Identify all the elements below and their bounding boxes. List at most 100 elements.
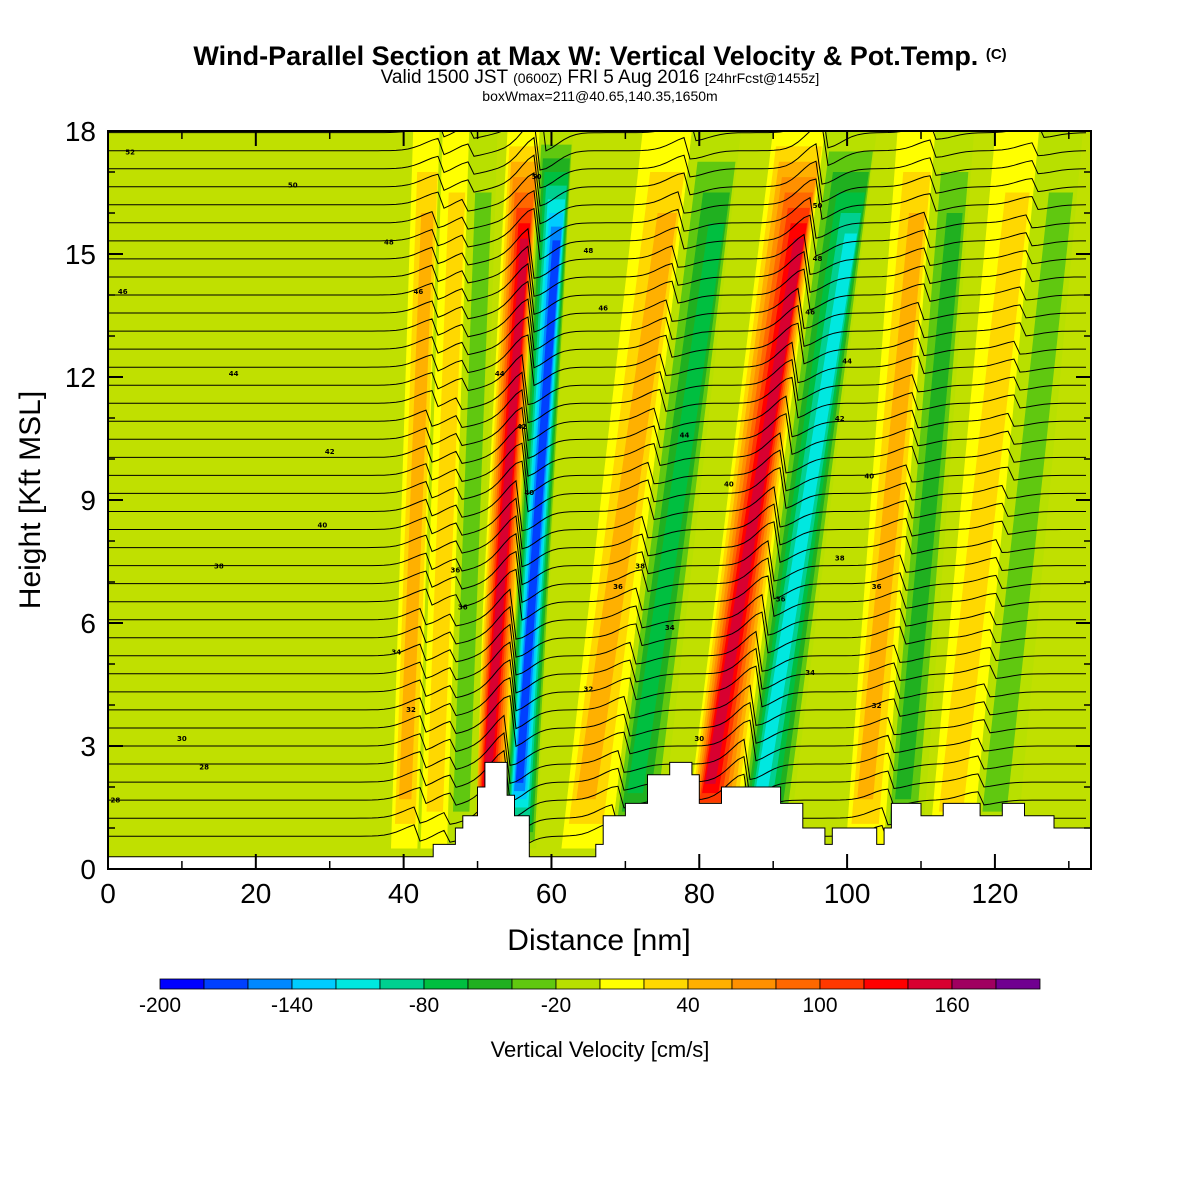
velocity-contour-fill	[982, 192, 1074, 812]
theta-contour-line	[108, 677, 1086, 730]
x-tick-label: 120	[972, 878, 1019, 909]
velocity-contour-fill	[895, 213, 963, 800]
theta-contour-label: 46	[118, 288, 128, 296]
colorbar-swatch	[555, 978, 601, 990]
theta-contour-label: 28	[111, 796, 121, 804]
colorbar-swatch	[599, 978, 645, 990]
theta-contour-line	[108, 732, 1086, 785]
theta-contour-label: 50	[532, 173, 542, 181]
theta-contour-line	[108, 406, 1086, 460]
theta-contour-label: 44	[495, 370, 505, 378]
utc-time: (0600Z)	[513, 70, 563, 86]
colorbar-tick-label: -80	[409, 994, 439, 1017]
theta-contour-line	[108, 334, 1086, 387]
velocity-contour-fill	[857, 213, 925, 800]
theta-contour-label: 28	[199, 764, 209, 772]
theta-contour-line	[108, 568, 1086, 621]
y-tick-label: 12	[65, 362, 96, 393]
theta-contour-label: 40	[724, 481, 734, 489]
theta-contour-label: 44	[842, 358, 852, 366]
colorbar-swatch	[247, 978, 293, 990]
theta-contour-line	[108, 189, 1086, 243]
theta-contour-line	[108, 641, 1086, 694]
x-tick-label: 100	[824, 878, 871, 909]
theta-contour-line	[108, 694, 1086, 748]
y-tick-label: 6	[80, 608, 96, 639]
terrain-profile	[108, 761, 1091, 869]
velocity-contour-fill	[705, 238, 805, 784]
theta-contour-label: 46	[598, 304, 608, 312]
theta-contour-label: 36	[872, 583, 882, 591]
theta-contour-label: 36	[451, 567, 461, 575]
theta-contour-line	[108, 659, 1086, 712]
theta-contour-label: 30	[694, 735, 704, 743]
theta-contour-label: 34	[805, 669, 815, 677]
theta-contour-label: 36	[776, 595, 786, 603]
theta-contour-line	[108, 749, 1086, 802]
theta-contour-line	[108, 388, 1086, 442]
x-tick-label: 20	[240, 878, 271, 909]
theta-contour-label: 48	[813, 255, 823, 263]
theta-contour-line	[108, 172, 1087, 225]
theta-contour-line	[108, 280, 1087, 333]
theta-contour-line	[108, 316, 1086, 369]
theta-contour-line	[108, 497, 1086, 550]
velocity-contour-fill	[627, 223, 725, 794]
theta-contour-line	[108, 262, 1086, 315]
x-tick-label: 60	[536, 878, 567, 909]
valid-time: Valid 1500 JST	[380, 67, 508, 88]
theta-contour-label: 38	[835, 554, 845, 562]
theta-contour-line	[108, 424, 1086, 477]
valid-date: FRI 5 Aug 2016	[567, 67, 700, 88]
theta-contour-label: 32	[406, 706, 416, 714]
colorbar-swatch	[423, 978, 469, 990]
terrain	[108, 761, 1091, 869]
theta-contour-label: 50	[288, 181, 298, 189]
theta-contour-line	[108, 131, 1087, 171]
theta-contour-line	[108, 136, 1087, 189]
colorbar-tick-label: 100	[802, 994, 837, 1017]
colorbar-swatch	[467, 978, 513, 990]
theta-contour-label: 50	[813, 202, 823, 210]
theta-contour-label: 42	[835, 415, 845, 423]
colorbar-swatch	[291, 978, 337, 990]
box-wmax-text: boxWmax=211@40.65,140.35,1650m	[482, 88, 718, 104]
theta-contour-label: 48	[584, 247, 594, 255]
theta-contour-line	[108, 605, 1086, 658]
y-tick-label: 0	[80, 854, 96, 885]
theta-contour-label: 32	[584, 686, 594, 694]
theta-contour-line	[108, 371, 1086, 424]
theta-contour-line	[108, 532, 1086, 586]
x-tick-label: 0	[100, 878, 116, 909]
theta-contour-label: 40	[317, 522, 327, 530]
theta-contour-line	[108, 767, 1086, 820]
colorbar-tick-label: -20	[541, 994, 571, 1017]
velocity-contour-fill	[483, 238, 529, 784]
y-tick-label: 15	[65, 239, 96, 270]
y-tick-label: 18	[65, 116, 96, 147]
theta-contour-line	[108, 442, 1086, 495]
theta-contour-label: 36	[613, 583, 623, 591]
x-axis-title: Distance [nm]	[507, 924, 690, 957]
copyright-mark: (C)	[985, 46, 1007, 63]
theta-contour-label: 48	[384, 239, 394, 247]
theta-contour-label: 44	[680, 431, 690, 439]
theta-contour-line	[108, 460, 1086, 513]
x-tick-label: 40	[388, 878, 419, 909]
colorbar-swatch	[203, 978, 249, 990]
colorbar-tick-label: 160	[934, 994, 969, 1017]
colorbar-tick-label: -140	[271, 994, 313, 1017]
y-tick-label: 9	[80, 485, 96, 516]
theta-contour-line	[108, 154, 1087, 207]
colorbar-swatch	[379, 978, 425, 990]
theta-contour-label: 42	[325, 448, 335, 456]
velocity-contour-fill	[938, 192, 1030, 812]
chart-subtitle: Valid 1500 JST (0600Z) FRI 5 Aug 2016 [2…	[0, 68, 1200, 88]
colorbar-swatch	[511, 978, 557, 990]
colorbar-swatch	[907, 978, 953, 990]
chart-title: Wind-Parallel Section at Max W: Vertical…	[0, 40, 1200, 71]
theta-contour-line	[108, 714, 1086, 767]
theta-contour-label: 30	[177, 735, 187, 743]
forecast-info: [24hrFcst@1455z]	[704, 70, 820, 86]
